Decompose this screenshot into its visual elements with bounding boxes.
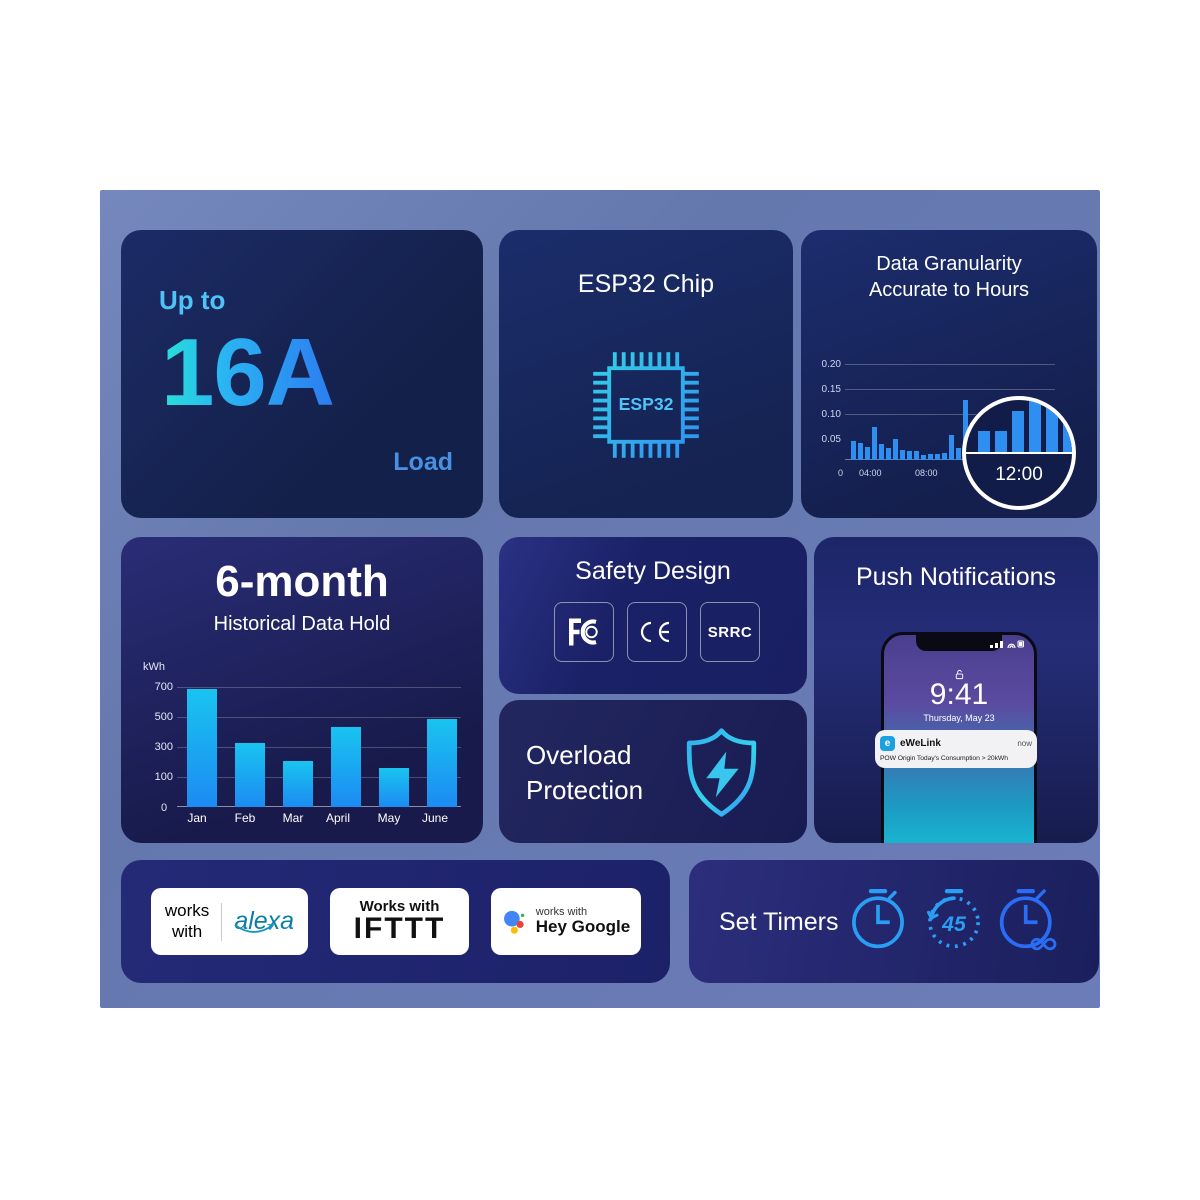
svg-text:45: 45: [941, 912, 967, 936]
svg-text:ESP32: ESP32: [619, 394, 674, 414]
